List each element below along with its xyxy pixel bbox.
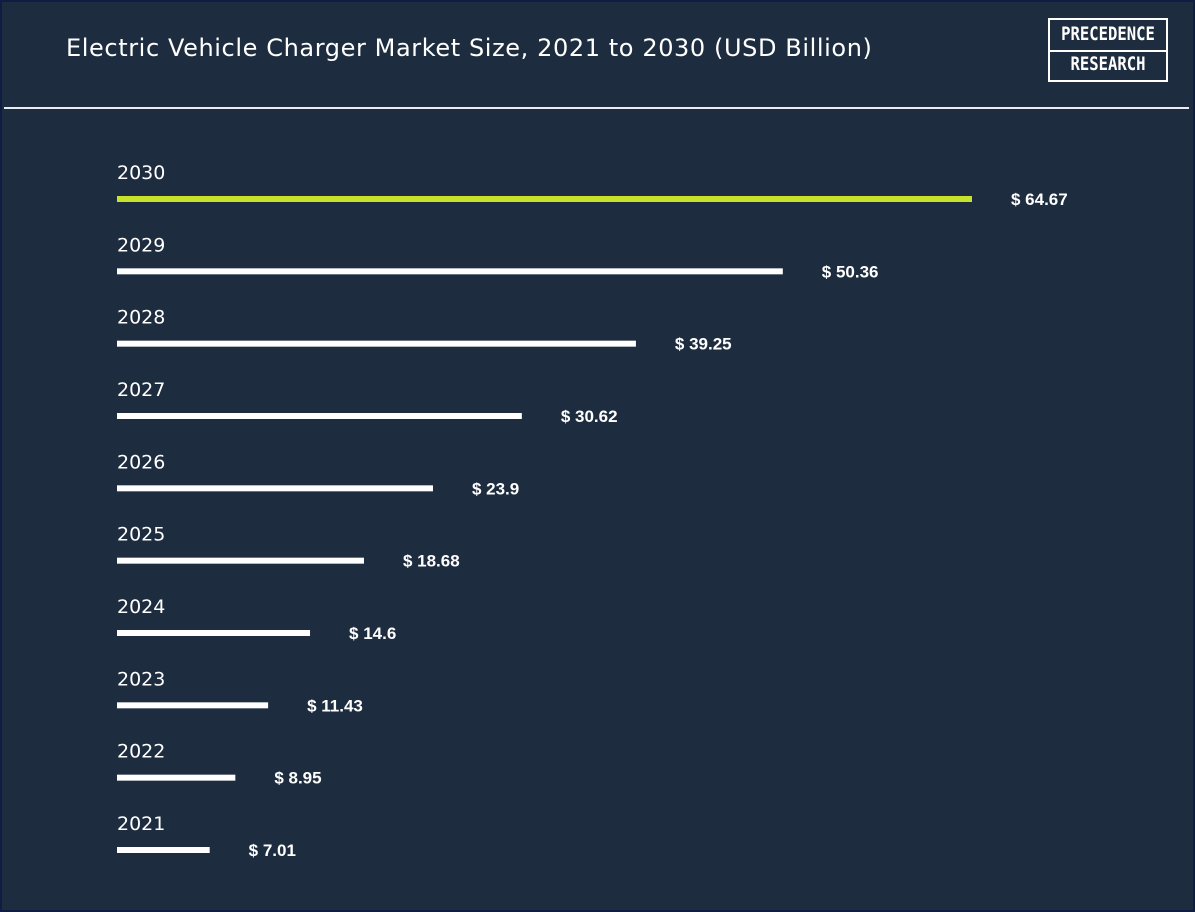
bar-2027 bbox=[117, 413, 522, 419]
logo-text-top: PRECEDENCE bbox=[1061, 23, 1155, 45]
category-label-2021: 2021 bbox=[117, 813, 165, 835]
bar-2030 bbox=[117, 196, 972, 202]
bar-2022 bbox=[117, 774, 236, 781]
category-label-2025: 2025 bbox=[117, 524, 165, 546]
value-label-2024: $ 14.6 bbox=[349, 624, 396, 643]
category-label-2023: 2023 bbox=[117, 668, 165, 690]
bar-2028 bbox=[117, 340, 636, 347]
value-label-2028: $ 39.25 bbox=[675, 335, 732, 354]
logo-text-bottom: RESEARCH bbox=[1070, 53, 1146, 75]
category-label-2029: 2029 bbox=[117, 234, 165, 256]
bar-2025 bbox=[117, 557, 364, 564]
value-label-2030: $ 64.67 bbox=[1011, 190, 1068, 209]
bar-2026 bbox=[117, 485, 433, 492]
category-label-2026: 2026 bbox=[117, 451, 165, 473]
value-label-2027: $ 30.62 bbox=[561, 407, 618, 426]
chart-title: Electric Vehicle Charger Market Size, 20… bbox=[66, 34, 873, 62]
bar-2023 bbox=[117, 702, 269, 709]
bar-2021 bbox=[117, 847, 210, 853]
category-label-2030: 2030 bbox=[117, 162, 165, 184]
precedence-research-logo: PRECEDENCE RESEARCH bbox=[1048, 18, 1168, 82]
value-label-2023: $ 11.43 bbox=[307, 696, 363, 715]
logo-separator bbox=[1050, 50, 1166, 52]
category-label-2027: 2027 bbox=[117, 379, 165, 401]
header-divider bbox=[4, 107, 1189, 109]
value-label-2025: $ 18.68 bbox=[403, 552, 460, 571]
bar-2029 bbox=[117, 268, 783, 275]
value-label-2021: $ 7.01 bbox=[249, 841, 296, 860]
category-label-2022: 2022 bbox=[117, 741, 165, 763]
value-label-2022: $ 8.95 bbox=[274, 769, 321, 788]
value-label-2029: $ 50.36 bbox=[822, 262, 879, 281]
value-label-2026: $ 23.9 bbox=[472, 479, 519, 498]
category-label-2024: 2024 bbox=[117, 596, 165, 618]
category-label-2028: 2028 bbox=[117, 307, 165, 329]
bar-2024 bbox=[117, 630, 311, 636]
